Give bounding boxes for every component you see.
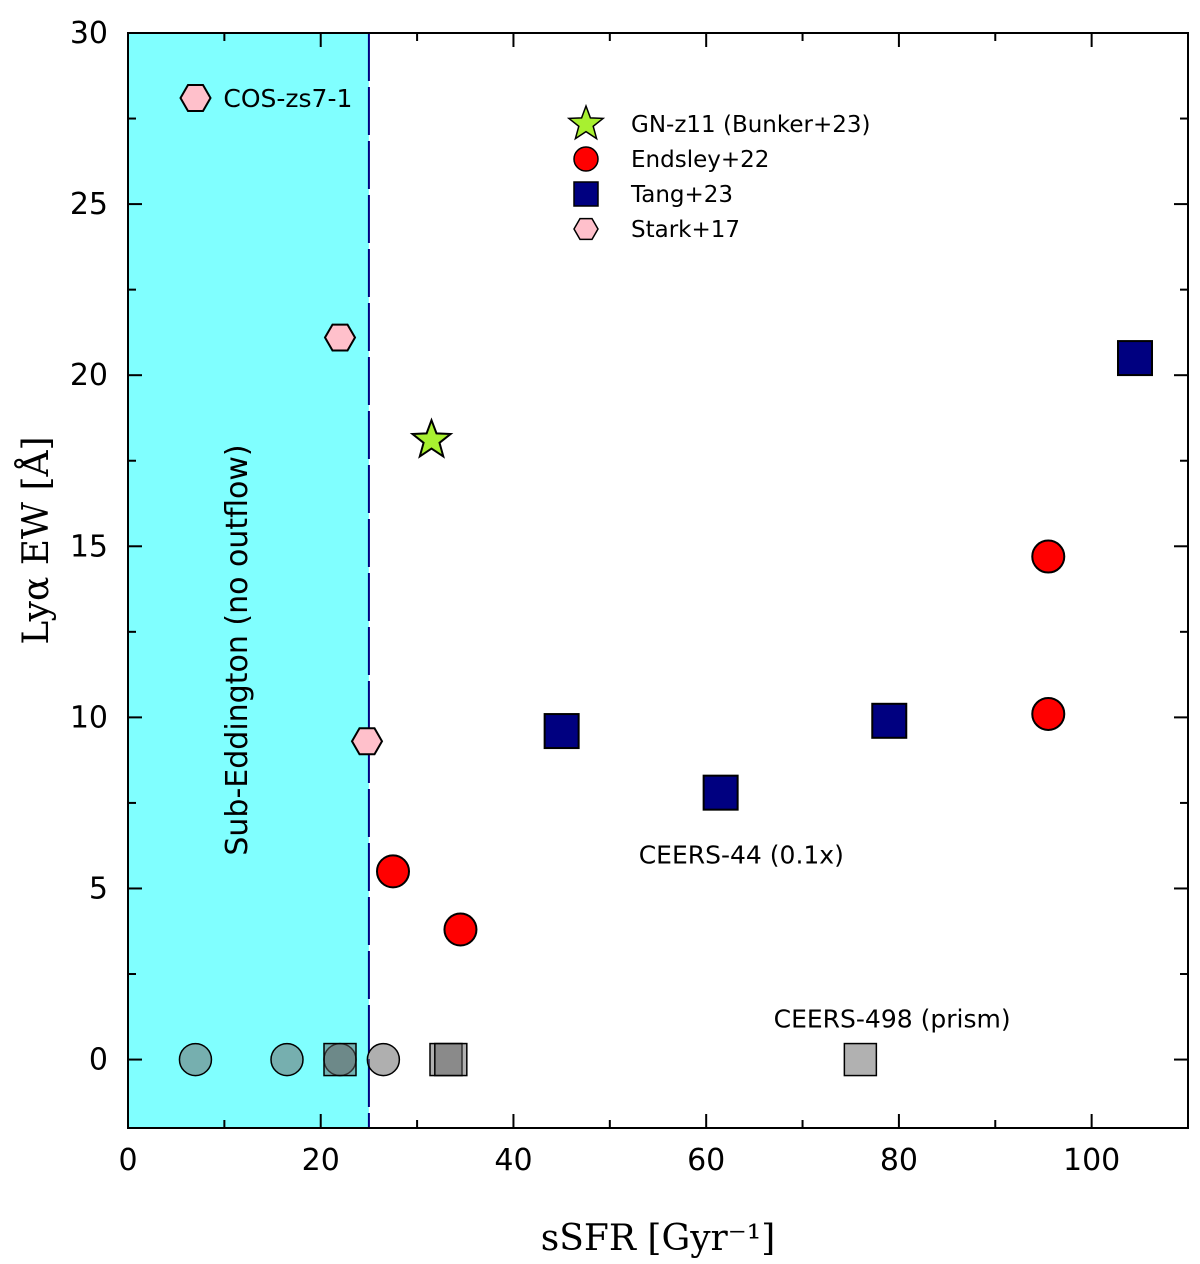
data-point-square (1117, 340, 1153, 377)
annotation-label: CEERS-498 (prism) (774, 1005, 1011, 1034)
data-point-circle (1031, 696, 1066, 731)
non-detection-layer (178, 1042, 878, 1077)
data-point-square (702, 774, 739, 811)
data-point-hexagon (323, 323, 357, 352)
annotation-label: COS-zs7-1 (223, 84, 352, 113)
legend-label: Tang+23 (630, 182, 733, 208)
data-point-circle (376, 854, 410, 889)
shaded-region-layer (128, 33, 370, 1128)
y-tick-label: 15 (70, 529, 108, 564)
non-detection-circle (366, 1042, 401, 1077)
region-label: Sub-Eddington (no outflow) (220, 444, 255, 855)
data-point-hexagon (179, 84, 212, 112)
y-axis-title: Lyα EW [Å] (15, 436, 57, 644)
data-point-square (871, 702, 908, 739)
sub-eddington-region (128, 33, 369, 1128)
annotation-label: CEERS-44 (0.1x) (639, 840, 844, 869)
legend-label: Stark+17 (631, 217, 740, 243)
legend-label: Endsley+22 (631, 147, 769, 173)
axis-ticks: 0 20 40 60 80 100 0 5 10 15 20 25 30 (70, 16, 1189, 1178)
y-tick-label: 5 (89, 871, 108, 906)
x-tick-label: 60 (687, 1143, 725, 1178)
legend-label: GN-z11 (Bunker+23) (631, 112, 871, 138)
data-point-square (543, 713, 580, 750)
x-tick-label: 100 (1063, 1143, 1120, 1178)
data-point-circle (443, 912, 478, 947)
points-layer (179, 84, 1153, 947)
data-point-hexagon (350, 727, 384, 756)
data-point-circle (1031, 539, 1066, 574)
y-tick-label: 0 (89, 1043, 108, 1078)
annotation-layer: COS-zs7-1 CEERS-44 (0.1x) CEERS-498 (prism… (223, 84, 1010, 1033)
x-axis-title: sSFR [Gyr⁻¹] (541, 1218, 776, 1259)
plot-frame (127, 32, 1189, 1129)
non-detection-circle (178, 1042, 213, 1077)
non-detection-square (434, 1042, 468, 1077)
non-detection-circle (270, 1042, 304, 1077)
non-detection-square (323, 1042, 357, 1077)
legend-marker-star (566, 103, 606, 141)
x-tick-label: 0 (118, 1143, 137, 1178)
x-tick-label: 80 (880, 1143, 918, 1178)
non-detection-square (843, 1042, 878, 1077)
y-tick-label: 20 (70, 358, 108, 393)
legend: GN-z11 (Bunker+23) Endsley+22 Tang+23 Stark… (566, 103, 871, 243)
x-tick-label: 20 (302, 1143, 340, 1178)
data-point-star (409, 417, 454, 459)
x-tick-label: 40 (494, 1143, 532, 1178)
region-label-layer: Sub-Eddington (no outflow) (220, 444, 255, 855)
legend-marker-hexagon (573, 217, 599, 241)
y-tick-label: 10 (70, 700, 108, 735)
legend-marker-circle (573, 146, 599, 172)
y-tick-label: 30 (70, 16, 108, 51)
legend-marker-square (573, 181, 599, 207)
y-tick-label: 25 (70, 187, 108, 222)
